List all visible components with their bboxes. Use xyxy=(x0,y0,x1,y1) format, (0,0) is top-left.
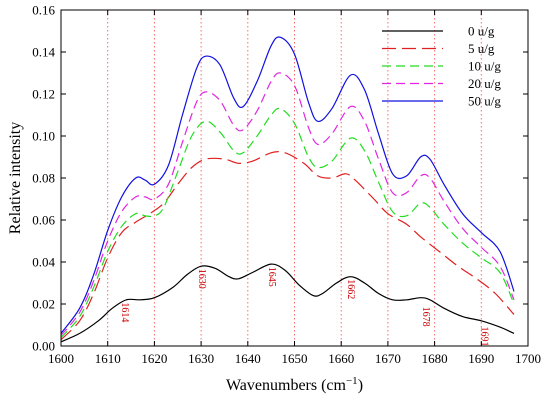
y-tick-label-6: 0.12 xyxy=(32,87,55,102)
x-tick-label-1700: 1700 xyxy=(515,351,541,366)
peak-label-0: 1614 xyxy=(119,302,130,322)
x-tick-label-1640: 1640 xyxy=(235,351,261,366)
legend-label-2: 10 u/g xyxy=(468,59,501,74)
y-tick-label-8: 0.16 xyxy=(32,3,55,18)
legend-label-3: 20 u/g xyxy=(468,76,501,91)
x-tick-label-1680: 1680 xyxy=(422,351,448,366)
x-axis-title: Wavenumbers (cm−1) xyxy=(226,375,363,394)
x-tick-label-1610: 1610 xyxy=(95,351,121,366)
peak-labels: 1614 1630 1645 1662 1678 1691 xyxy=(119,267,490,347)
y-tick-label-5: 0.10 xyxy=(32,129,55,144)
x-tick-label-1600: 1600 xyxy=(48,351,74,366)
series-line-3 xyxy=(60,72,515,336)
y-axis-title: Relative intensity xyxy=(7,122,24,234)
x-tick-label-1630: 1630 xyxy=(188,351,214,366)
reference-lines xyxy=(107,10,482,346)
legend: 0 u/g 5 u/g 10 u/g 20 u/g 50 u/g xyxy=(382,24,501,109)
y-tick-label-2: 0.04 xyxy=(32,255,55,270)
peak-label-5: 1691 xyxy=(478,327,489,347)
series-line-2 xyxy=(60,107,515,339)
series-line-4 xyxy=(60,36,515,334)
y-tick-label-0: 0.00 xyxy=(32,339,55,354)
y-tick-label-7: 0.14 xyxy=(32,45,55,60)
x-axis-title-main: Wavenumbers (cm xyxy=(226,377,347,394)
x-axis-title-close: ) xyxy=(358,377,363,394)
x-tick-label-1660: 1660 xyxy=(328,351,354,366)
y-tick-label-4: 0.08 xyxy=(32,171,55,186)
y-tick-label-3: 0.06 xyxy=(32,213,55,228)
x-tick-label-1670: 1670 xyxy=(375,351,401,366)
series-layer xyxy=(60,36,515,343)
series-line-1 xyxy=(60,151,515,341)
x-tick-label-1650: 1650 xyxy=(282,351,308,366)
y-tick-label-1: 0.02 xyxy=(32,297,55,312)
peak-label-3: 1662 xyxy=(345,279,356,299)
series-line-0 xyxy=(60,263,515,343)
axis-ticks: 1600 1610 1620 1630 1640 1650 1660 1670 1680 1690… xyxy=(32,3,541,367)
legend-label-1: 5 u/g xyxy=(468,41,495,56)
legend-label-0: 0 u/g xyxy=(468,24,495,39)
peak-label-4: 1678 xyxy=(420,307,431,327)
x-tick-label-1620: 1620 xyxy=(141,351,167,366)
x-axis-title-sup: −1 xyxy=(346,375,358,387)
peak-label-2: 1645 xyxy=(266,267,277,287)
legend-label-4: 50 u/g xyxy=(468,94,501,109)
x-tick-label-1690: 1690 xyxy=(468,351,494,366)
peak-label-1: 1630 xyxy=(196,269,207,289)
